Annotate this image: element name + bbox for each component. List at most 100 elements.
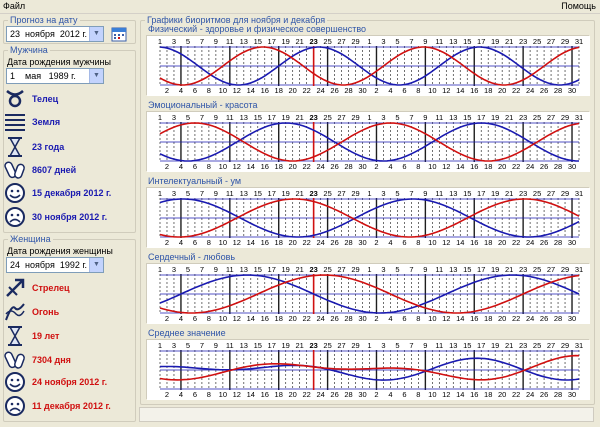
top-tick-label: 11 — [226, 37, 234, 46]
top-tick-label: 11 — [226, 189, 234, 198]
top-tick-label: 31 — [575, 341, 583, 350]
bottom-tick-label: 16 — [261, 314, 269, 323]
bottom-tick-label: 30 — [358, 162, 366, 171]
woman-zodiac: Стрелец — [32, 283, 70, 293]
bottom-tick-label: 28 — [344, 86, 352, 95]
bottom-tick-label: 22 — [512, 162, 520, 171]
bottom-tick-label: 12 — [442, 162, 450, 171]
top-tick-label: 11 — [435, 113, 443, 122]
series-line — [159, 122, 580, 162]
bottom-tick-label: 22 — [512, 314, 520, 323]
bottom-tick-label: 14 — [456, 162, 464, 171]
menu-help[interactable]: Помощь — [561, 1, 596, 11]
biorhythm-chart: 1 3 5 7 9 11 13 15 17 19 21 23 25 27 29 1 3 5 7 9 11 13 15 17 19… — [146, 339, 590, 400]
top-tick-label: 29 — [561, 189, 569, 198]
bottom-tick-label: 24 — [316, 390, 324, 399]
chart-svg: 1 3 5 7 9 11 13 15 17 19 21 23 25 27 29 1 3 5 7 9 11 13 15 17 19… — [147, 340, 590, 400]
bottom-tick-label: 14 — [247, 86, 255, 95]
top-tick-label: 9 — [214, 341, 218, 350]
man-birth-date-picker[interactable]: 1 мая 1989 г. ▼ — [6, 68, 104, 84]
taurus-icon — [6, 90, 24, 108]
top-tick-label: 21 — [295, 265, 303, 274]
top-tick-label: 27 — [547, 113, 555, 122]
top-tick-label: 29 — [351, 37, 359, 46]
series-line — [159, 354, 580, 381]
calendar-icon[interactable] — [111, 26, 127, 42]
top-tick-label: 27 — [547, 265, 555, 274]
top-tick-label: 31 — [575, 37, 583, 46]
man-element: Земля — [32, 117, 61, 127]
chevron-down-icon[interactable]: ▼ — [89, 27, 103, 41]
bottom-tick-label: 26 — [540, 86, 548, 95]
top-tick-label: 15 — [254, 189, 262, 198]
man-birth-label: Дата рождения мужчины — [7, 57, 111, 67]
bottom-tick-label: 30 — [358, 238, 366, 247]
top-tick-label: 27 — [337, 37, 345, 46]
bottom-tick-label: 4 — [388, 238, 392, 247]
forecast-date-picker[interactable]: 23 ноября 2012 г. ▼ — [6, 26, 104, 42]
top-tick-label: 11 — [226, 341, 234, 350]
woman-zodiac-row: Стрелец — [4, 278, 132, 298]
forecast-group: Прогноз на дату — [3, 15, 136, 44]
bottom-tick-label: 10 — [219, 238, 227, 247]
bottom-tick-label: 12 — [233, 238, 241, 247]
bottom-tick-label: 22 — [302, 162, 310, 171]
bottom-tick-label: 8 — [207, 238, 211, 247]
top-tick-label: 17 — [477, 113, 485, 122]
top-tick-label: 9 — [214, 189, 218, 198]
top-tick-label: 13 — [240, 189, 248, 198]
top-tick-label: 17 — [477, 189, 485, 198]
top-tick-label: 27 — [337, 189, 345, 198]
bottom-tick-label: 18 — [275, 162, 283, 171]
bottom-tick-label: 2 — [374, 162, 378, 171]
bottom-tick-label: 24 — [316, 314, 324, 323]
bottom-tick-label: 14 — [247, 314, 255, 323]
forecast-group-title: Прогноз на дату — [8, 15, 80, 25]
bottom-tick-label: 2 — [374, 390, 378, 399]
man-birth-year: 1989 г. — [48, 71, 76, 81]
bottom-tick-label: 30 — [568, 390, 576, 399]
man-zodiac: Телец — [32, 94, 59, 104]
man-good-date-row: 15 декабря 2012 г. — [4, 183, 132, 203]
chevron-down-icon[interactable]: ▼ — [89, 258, 103, 272]
top-tick-label: 29 — [351, 341, 359, 350]
top-tick-label: 19 — [282, 113, 290, 122]
top-tick-label: 7 — [409, 341, 413, 350]
bottom-tick-label: 28 — [344, 238, 352, 247]
top-tick-label: 15 — [254, 37, 262, 46]
top-tick-label: 21 — [295, 37, 303, 46]
bottom-tick-label: 18 — [275, 390, 283, 399]
woman-birth-date-picker[interactable]: 24 ноября 1992 г. ▼ — [6, 257, 104, 273]
top-tick-label: 1 — [367, 265, 371, 274]
top-tick-label: 19 — [282, 265, 290, 274]
bottom-tick-label: 14 — [247, 162, 255, 171]
woman-birth-label: Дата рождения женщины — [7, 246, 113, 256]
bottom-tick-label: 28 — [554, 86, 562, 95]
bottom-tick-label: 6 — [193, 162, 197, 171]
bottom-tick-label: 24 — [526, 390, 534, 399]
bottom-tick-label: 10 — [428, 86, 436, 95]
bottom-tick-label: 28 — [554, 314, 562, 323]
top-tick-label: 21 — [505, 189, 513, 198]
top-tick-label: 1 — [367, 37, 371, 46]
top-tick-label: 9 — [423, 37, 427, 46]
top-tick-label: 7 — [200, 189, 204, 198]
top-tick-label: 15 — [463, 189, 471, 198]
chevron-down-icon[interactable]: ▼ — [89, 69, 103, 83]
bottom-tick-label: 4 — [388, 162, 392, 171]
pills-icon — [4, 351, 25, 369]
bottom-tick-label: 16 — [261, 162, 269, 171]
woman-good-date: 24 ноября 2012 г. — [32, 377, 108, 387]
bottom-tick-label: 28 — [344, 390, 352, 399]
bottom-tick-label: 22 — [302, 390, 310, 399]
chart-title: Эмоциональный - красота — [148, 100, 258, 110]
chart-svg: 1 3 5 7 9 11 13 15 17 19 21 23 25 27 29 1 3 5 7 9 11 13 15 17 19… — [147, 188, 590, 248]
top-tick-label: 13 — [449, 341, 457, 350]
top-tick-label: 25 — [533, 265, 541, 274]
bottom-tick-label: 6 — [402, 238, 406, 247]
woman-bad-date-row: 11 декабря 2012 г. — [4, 396, 132, 416]
woman-age: 19 лет — [32, 331, 60, 341]
bottom-tick-label: 2 — [165, 314, 169, 323]
menu-file[interactable]: Файл — [3, 1, 26, 11]
bottom-tick-label: 26 — [540, 390, 548, 399]
